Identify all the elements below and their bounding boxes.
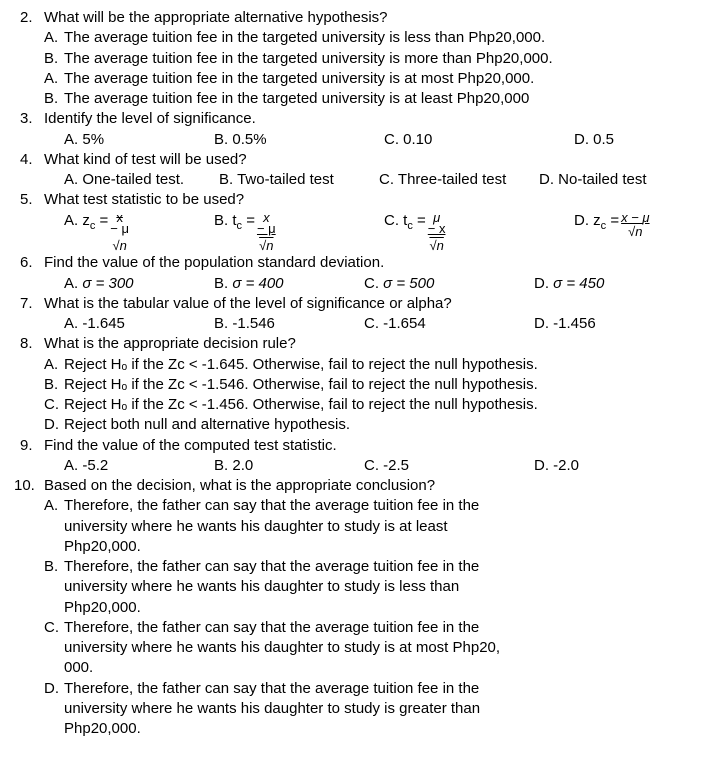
- q4-number: 4.: [20, 150, 33, 170]
- q3-text: Identify the level of significance.: [44, 110, 256, 127]
- q3-opt-a: A. 5%: [64, 130, 214, 150]
- q9-opt-a: A. -5.2: [64, 456, 214, 476]
- q9-number: 9.: [20, 436, 33, 456]
- q3-number: 3.: [20, 109, 33, 129]
- q2-opt-b2: B.The average tuition fee in the targete…: [64, 89, 700, 109]
- question-6: 6. Find the value of the population stan…: [44, 253, 700, 294]
- q7-number: 7.: [20, 294, 33, 314]
- q2-opt-a2: A.The average tuition fee in the targete…: [64, 69, 700, 89]
- question-9: 9. Find the value of the computed test s…: [44, 436, 700, 477]
- q8-opt-d: D.Reject both null and alternative hypot…: [64, 415, 700, 435]
- question-8: 8. What is the appropriate decision rule…: [44, 334, 700, 435]
- q5-opt-b: B. tc = x − μ √n: [214, 211, 384, 254]
- q5-number: 5.: [20, 190, 33, 210]
- q2-number: 2.: [20, 8, 33, 28]
- question-10: 10. Based on the decision, what is the a…: [44, 476, 700, 739]
- q9-opt-b: B. 2.0: [214, 456, 364, 476]
- q6-number: 6.: [20, 253, 33, 273]
- q5-opt-d: D. zc = x − μ √n: [574, 211, 714, 254]
- q6-opt-a: A. σ = 300: [64, 274, 214, 294]
- q2-text: What will be the appropriate alternative…: [44, 9, 388, 26]
- q4-opt-c: C. Three-tailed test: [379, 170, 539, 190]
- q6-opt-b: B. σ = 400: [214, 274, 364, 294]
- q10-options: A. Therefore, the father can say that th…: [44, 496, 700, 739]
- fraction: x − μ √n: [257, 211, 276, 254]
- q7-opt-d: D. -1.456: [534, 314, 654, 334]
- fraction: x − μ √n: [621, 211, 649, 240]
- q6-opt-c: C. σ = 500: [364, 274, 534, 294]
- q9-options: A. -5.2 B. 2.0 C. -2.5 D. -2.0: [44, 456, 700, 476]
- q2-opt-a: A.The average tuition fee in the targete…: [64, 28, 700, 48]
- q3-options: A. 5% B. 0.5% C. 0.10 D. 0.5: [44, 130, 700, 150]
- q2-opt-b: B.The average tuition fee in the targete…: [64, 49, 700, 69]
- question-4: 4. What kind of test will be used? A. On…: [44, 150, 700, 191]
- q7-options: A. -1.645 B. -1.546 C. -1.654 D. -1.456: [44, 314, 700, 334]
- q3-opt-c: C. 0.10: [384, 130, 574, 150]
- q2-options: A.The average tuition fee in the targete…: [44, 28, 700, 109]
- q9-opt-c: C. -2.5: [364, 456, 534, 476]
- q4-options: A. One-tailed test. B. Two-tailed test C…: [44, 170, 700, 190]
- q6-options: A. σ = 300 B. σ = 400 C. σ = 500 D. σ = …: [44, 274, 700, 294]
- q7-text: What is the tabular value of the level o…: [44, 295, 452, 312]
- q4-opt-d: D. No-tailed test: [539, 170, 659, 190]
- q7-opt-a: A. -1.645: [64, 314, 214, 334]
- q4-opt-b: B. Two-tailed test: [219, 170, 379, 190]
- q5-options: A. zc = x − μ √n B. tc = x − μ √n C. tc …: [44, 211, 700, 254]
- q7-opt-b: B. -1.546: [214, 314, 364, 334]
- q8-options: A.Reject Hₒ if the Zc < -1.645. Otherwis…: [44, 355, 700, 436]
- q10-text: Based on the decision, what is the appro…: [44, 477, 435, 494]
- q6-opt-d: D. σ = 450: [534, 274, 654, 294]
- q10-opt-c: C. Therefore, the father can say that th…: [64, 618, 700, 679]
- q7-opt-c: C. -1.654: [364, 314, 534, 334]
- q10-opt-a: A. Therefore, the father can say that th…: [64, 496, 700, 557]
- q5-opt-c: C. tc = μ − x √n: [384, 211, 574, 254]
- question-2: 2. What will be the appropriate alternat…: [44, 8, 700, 109]
- q5-opt-a: A. zc = x − μ √n: [64, 211, 214, 254]
- q4-text: What kind of test will be used?: [44, 151, 247, 168]
- q10-opt-d: D. Therefore, the father can say that th…: [64, 679, 700, 740]
- q8-opt-c: C.Reject Hₒ if the Zc < -1.456. Otherwis…: [64, 395, 700, 415]
- q8-opt-a: A.Reject Hₒ if the Zc < -1.645. Otherwis…: [64, 355, 700, 375]
- fraction: x − μ √n: [110, 211, 129, 254]
- fraction: μ − x √n: [428, 211, 446, 254]
- q10-number: 10.: [14, 476, 35, 496]
- q3-opt-d: D. 0.5: [574, 130, 674, 150]
- q8-opt-b: B.Reject Hₒ if the Zc < -1.546. Otherwis…: [64, 375, 700, 395]
- question-5: 5. What test statistic to be used? A. zc…: [44, 190, 700, 253]
- q8-text: What is the appropriate decision rule?: [44, 335, 296, 352]
- question-3: 3. Identify the level of significance. A…: [44, 109, 700, 150]
- q9-text: Find the value of the computed test stat…: [44, 437, 337, 454]
- q9-opt-d: D. -2.0: [534, 456, 654, 476]
- q6-text: Find the value of the population standar…: [44, 254, 384, 271]
- q5-text: What test statistic to be used?: [44, 191, 244, 208]
- q4-opt-a: A. One-tailed test.: [64, 170, 219, 190]
- q3-opt-b: B. 0.5%: [214, 130, 384, 150]
- question-7: 7. What is the tabular value of the leve…: [44, 294, 700, 335]
- q10-opt-b: B. Therefore, the father can say that th…: [64, 557, 700, 618]
- q8-number: 8.: [20, 334, 33, 354]
